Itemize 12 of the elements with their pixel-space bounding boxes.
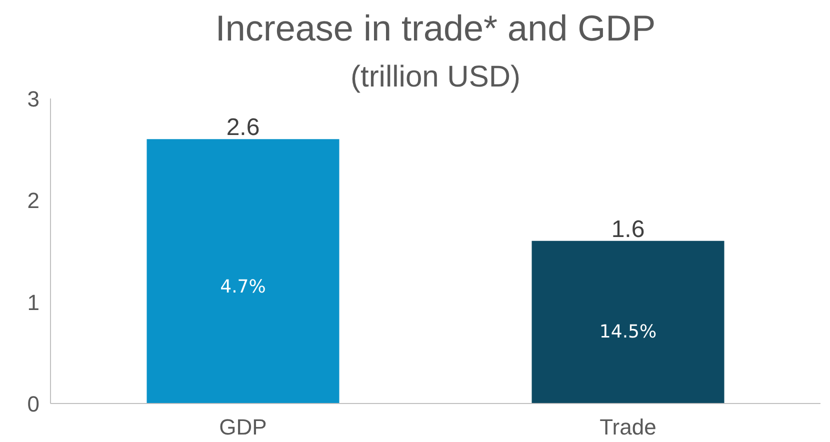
chart-title: Increase in trade* and GDP [215, 8, 656, 48]
x-tick-label: GDP [219, 414, 267, 440]
chart-subtitle: (trillion USD) [350, 60, 521, 94]
y-tick-label: 0 [27, 392, 40, 416]
x-tick-label: Trade [600, 414, 656, 440]
data-label: 1.6 [611, 216, 645, 243]
y-tick-label: 1 [27, 290, 40, 315]
y-tick-label: 3 [27, 86, 40, 112]
data-label: 2.6 [226, 114, 260, 142]
annotation: 14.5% [599, 321, 657, 342]
y-tick-label: 2 [27, 188, 40, 214]
annotation: 4.7% [220, 276, 266, 298]
